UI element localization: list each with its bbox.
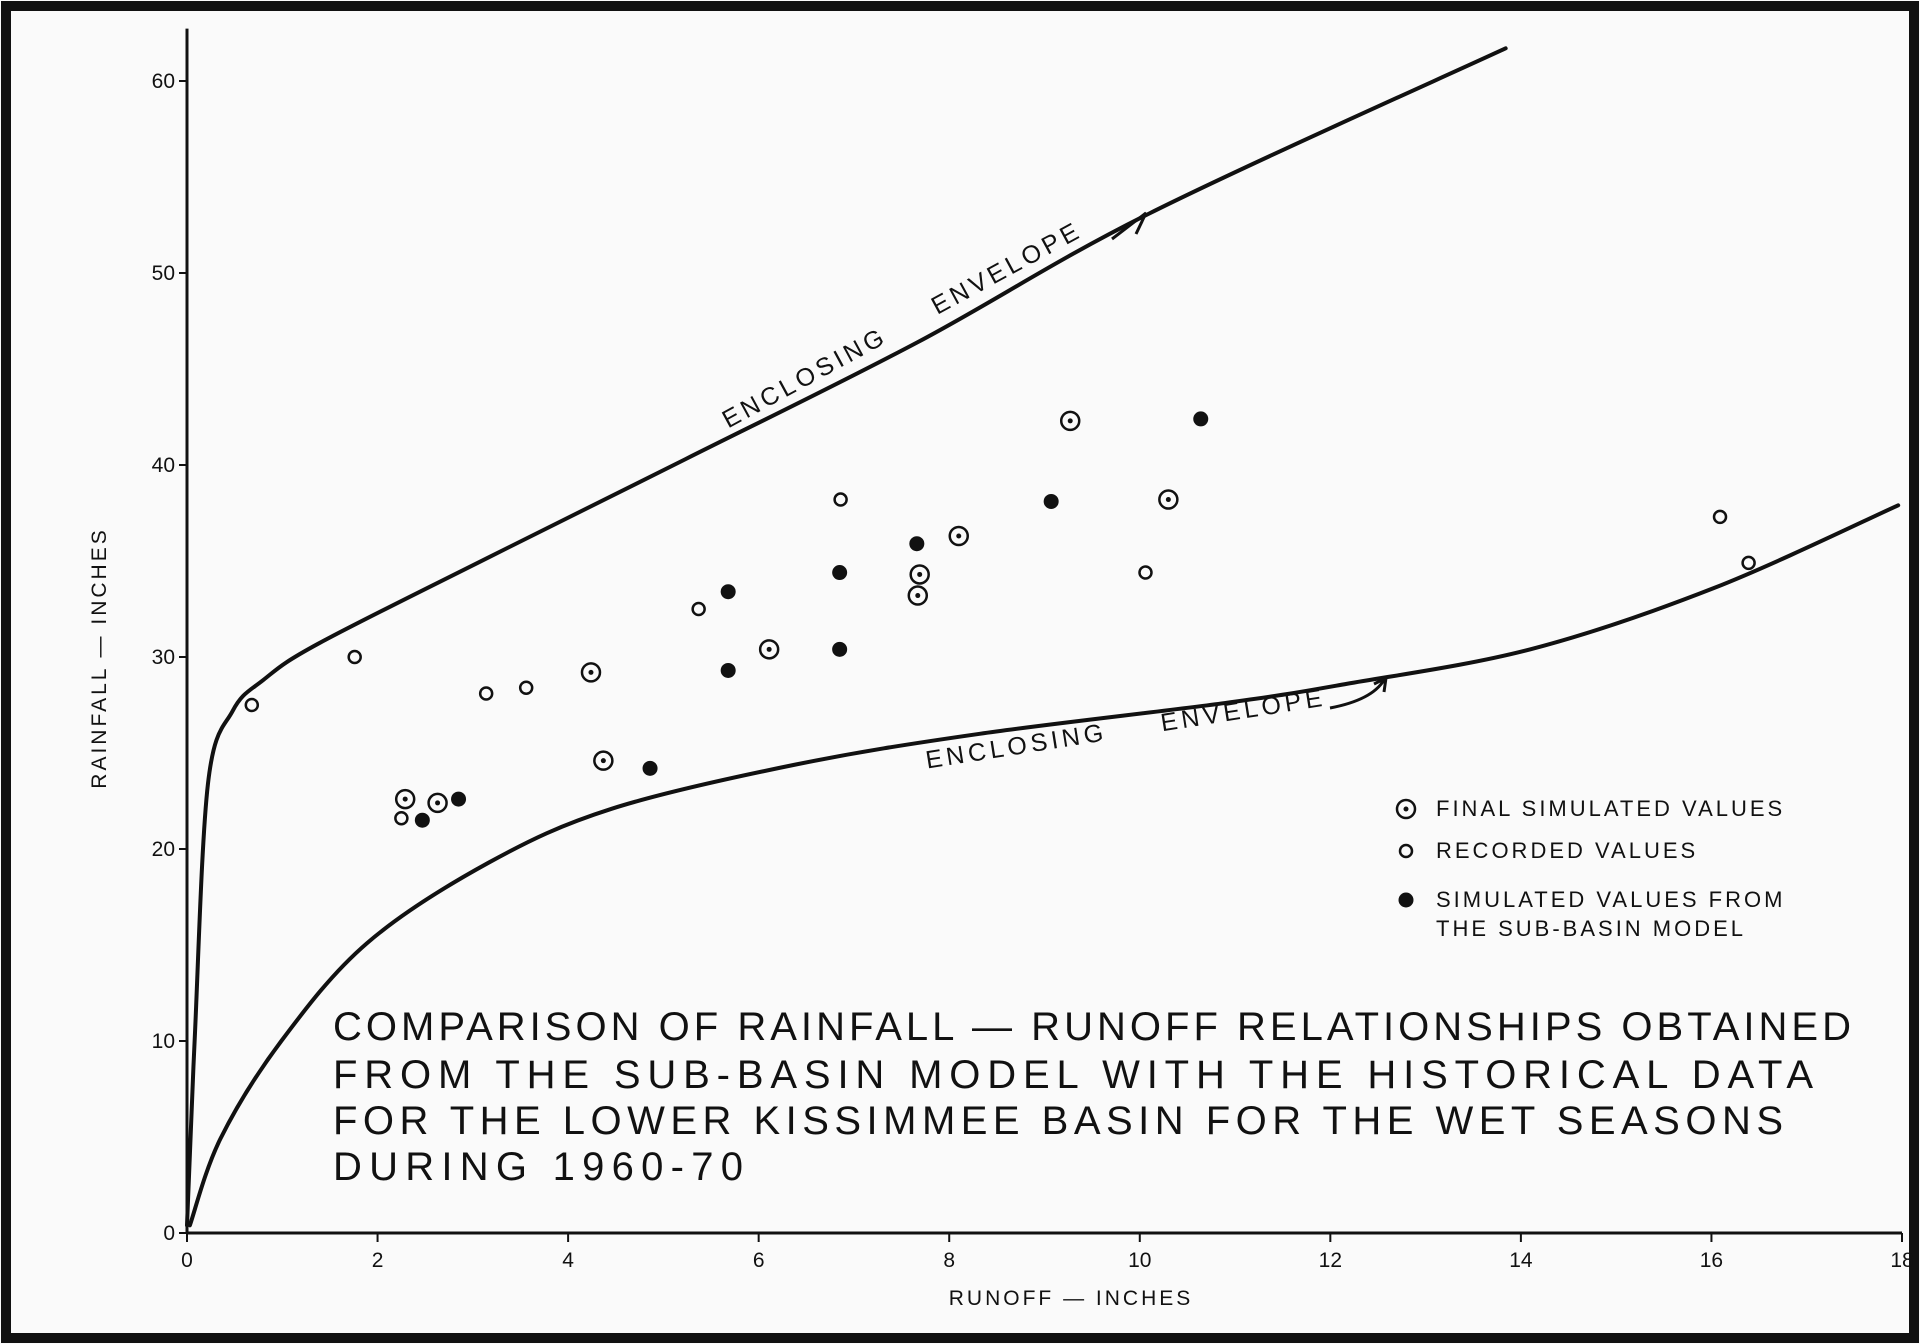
point-ring <box>580 662 602 683</box>
y-tick-label: 40 <box>152 454 175 477</box>
point-ring <box>1059 410 1081 432</box>
point <box>1398 892 1414 908</box>
point <box>394 788 416 810</box>
point <box>244 697 260 713</box>
point <box>1741 555 1756 571</box>
legend-marker <box>1395 798 1417 820</box>
point-ring <box>909 564 930 585</box>
point <box>909 564 930 585</box>
y-tick-label: 0 <box>163 1222 175 1245</box>
point <box>478 686 494 701</box>
leader-arrow <box>1111 211 1148 241</box>
x-tick-label: 6 <box>753 1249 765 1272</box>
chart-title-line: DURING 1960-70 <box>333 1145 747 1189</box>
chart-title-line: FOR THE LOWER KISSIMMEE BASIN FOR THE WE… <box>333 1099 1787 1143</box>
legend-label: SIMULATED VALUES FROM THE SUB-BASIN MODE… <box>1436 887 1786 941</box>
point <box>518 680 534 695</box>
legend-label: FINAL SIMULATED VALUES <box>1436 796 1786 821</box>
chart-title-line: FROM THE SUB-BASIN MODEL WITH THE HISTOR… <box>333 1053 1817 1097</box>
point <box>1193 411 1209 427</box>
point-ring <box>948 525 969 547</box>
x-tick-label: 2 <box>372 1249 384 1272</box>
point <box>832 641 848 657</box>
point <box>1043 493 1059 509</box>
point <box>1059 410 1081 432</box>
x-tick-label: 14 <box>1509 1249 1533 1272</box>
point-dot <box>1403 806 1409 812</box>
point <box>1398 843 1414 859</box>
envelope-line <box>185 46 1508 1228</box>
envelope-label: ENCLOSING ENVELOPE <box>718 216 1087 434</box>
chart-title-line: COMPARISON OF RAINFALL — RUNOFF RELATION… <box>333 1005 1855 1049</box>
point-dot <box>435 800 441 806</box>
point-ring <box>394 788 416 810</box>
point <box>451 791 467 807</box>
point <box>593 750 614 771</box>
point <box>907 585 929 606</box>
point-ring <box>593 750 614 771</box>
point <box>427 792 448 814</box>
point-ring <box>427 792 448 814</box>
x-tick-label: 16 <box>1700 1249 1723 1272</box>
point-ring <box>758 639 780 660</box>
point <box>720 584 736 600</box>
point <box>720 662 736 678</box>
point-dot <box>915 593 921 599</box>
point <box>414 812 430 828</box>
point-dot <box>1067 418 1073 424</box>
leader-arrow <box>1329 675 1388 710</box>
point-dot <box>1165 497 1171 503</box>
point <box>1712 509 1728 525</box>
y-tick-label: 10 <box>152 1030 175 1053</box>
point-dot <box>600 758 606 764</box>
point-ring <box>1395 798 1417 820</box>
x-tick-label: 12 <box>1319 1249 1342 1272</box>
point <box>833 492 848 507</box>
envelope-label: ENCLOSING ENVELOPE <box>924 684 1328 775</box>
y-tick-label: 20 <box>152 838 175 861</box>
legend-marker <box>1398 843 1414 859</box>
x-tick-label: 10 <box>1128 1249 1151 1272</box>
point <box>948 525 969 547</box>
x-axis-label: RUNOFF — INCHES <box>949 1287 1194 1310</box>
x-tick-label: 4 <box>562 1249 574 1272</box>
x-tick-label: 18 <box>1890 1249 1913 1272</box>
point-dot <box>917 571 923 577</box>
point-dot <box>766 646 772 652</box>
point <box>909 536 925 552</box>
point <box>758 639 780 660</box>
x-tick-label: 0 <box>181 1249 193 1272</box>
y-tick-label: 30 <box>152 646 175 669</box>
envelope-line <box>187 503 1901 1228</box>
point <box>347 649 362 665</box>
point <box>691 601 706 617</box>
legend-label: RECORDED VALUES <box>1436 838 1699 863</box>
y-tick-label: 50 <box>152 262 175 285</box>
point-dot <box>402 796 408 802</box>
point-dot <box>588 669 594 675</box>
point <box>832 565 848 581</box>
y-tick-label: 60 <box>152 70 175 93</box>
point <box>1158 489 1179 510</box>
point-dot <box>956 533 962 539</box>
point <box>642 760 658 776</box>
point <box>580 662 602 683</box>
point <box>1138 565 1153 580</box>
point-ring <box>907 585 929 606</box>
x-tick-label: 8 <box>943 1249 955 1272</box>
y-axis-label: RAINFALL — INCHES <box>88 527 111 788</box>
point <box>394 811 409 826</box>
point <box>1395 798 1417 820</box>
legend-marker <box>1398 892 1414 908</box>
point-ring <box>1158 489 1179 510</box>
